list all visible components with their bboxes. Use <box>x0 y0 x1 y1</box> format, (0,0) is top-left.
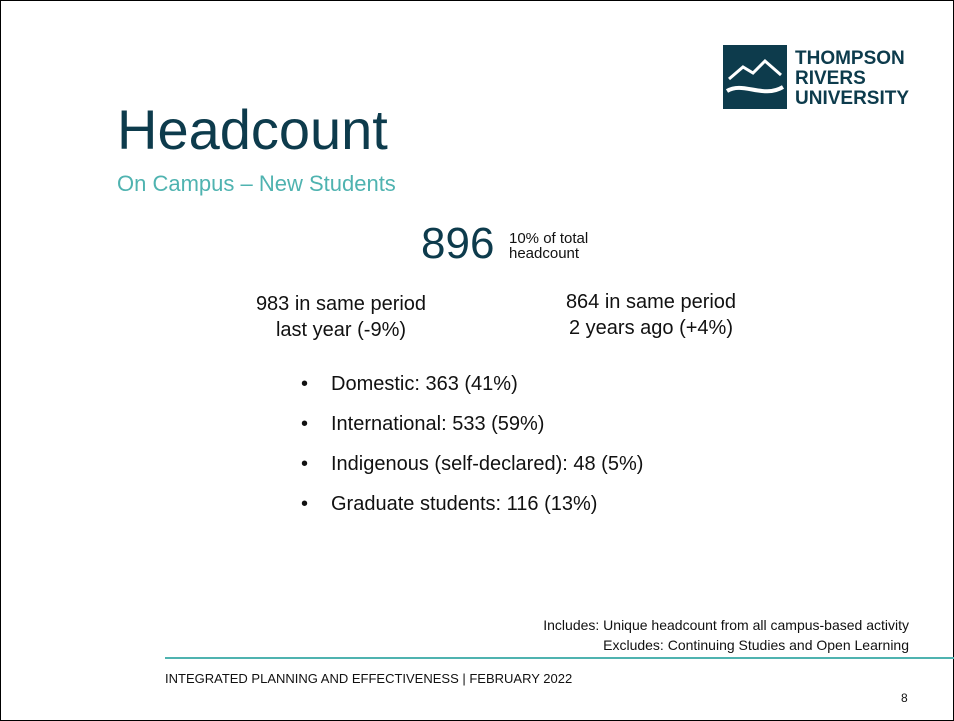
divider <box>165 657 954 659</box>
comparison: 983 in same period last year (-9%) <box>255 293 427 341</box>
total-value: 896 <box>421 219 495 268</box>
subtitle: On Campus – New Students <box>117 171 396 196</box>
bullet: Domestic: 363 (41%) <box>301 373 643 396</box>
title: Headcount <box>117 98 388 161</box>
bullet: Graduate students: 116 (13%) <box>301 493 643 516</box>
logo-icon <box>723 45 787 109</box>
comparison: 864 in same period 2 years ago (+4%) <box>565 291 737 339</box>
bullet: Indigenous (self-declared): 48 (5%) <box>301 453 643 476</box>
total-note: 10% of total headcount <box>509 230 589 262</box>
notes: Includes: Unique headcount from all camp… <box>543 617 909 653</box>
bullet: International: 533 (59%) <box>301 413 643 436</box>
footer: INTEGRATED PLANNING AND EFFECTIVENESS | … <box>165 671 573 686</box>
page-number: 8 <box>901 691 908 705</box>
logo-text: THOMPSON RIVERS UNIVERSITY <box>795 48 910 109</box>
bullet-list: Domestic: 363 (41%) International: 533 (… <box>301 373 643 533</box>
